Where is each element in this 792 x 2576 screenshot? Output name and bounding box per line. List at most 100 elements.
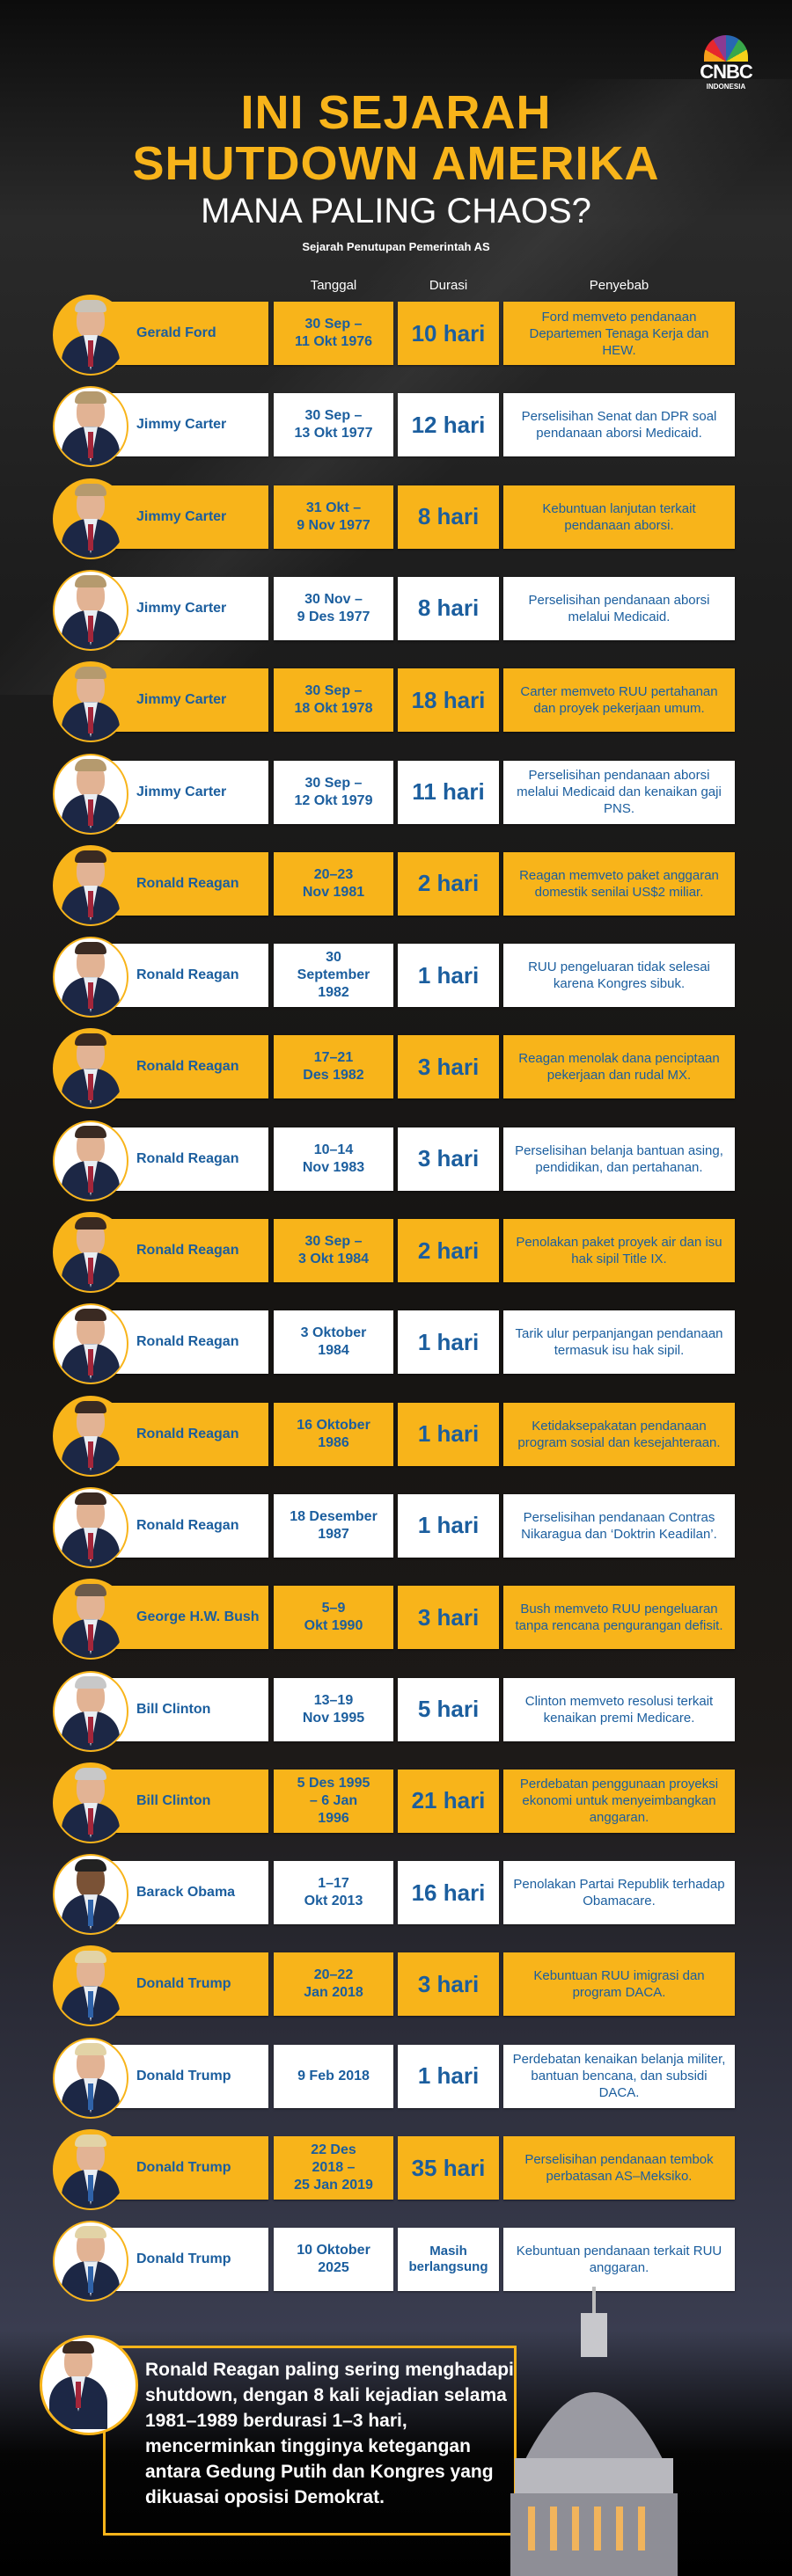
table-row: Bill Clinton 5 Des 1995 – 6 Jan 1996 21 … bbox=[0, 1762, 792, 1843]
summary-box bbox=[103, 2346, 517, 2536]
shutdown-cause: Kebuntuan lanjutan terkait pendanaan abo… bbox=[503, 485, 735, 549]
reagan-portrait bbox=[40, 2335, 138, 2435]
shutdown-cause: Perselisihan pendanaan tembok perbatasan… bbox=[503, 2136, 735, 2200]
logo-sub: INDONESIA bbox=[706, 83, 746, 91]
table-row: Ronald Reagan 18 Desember 1987 1 hari Pe… bbox=[0, 1486, 792, 1568]
column-header-cause: Penyebab bbox=[589, 278, 649, 293]
shutdown-cause: Kebuntuan RUU imigrasi dan program DACA. bbox=[503, 1952, 735, 2017]
table-row: Ronald Reagan 17–21 Des 1982 3 hari Reag… bbox=[0, 1028, 792, 1110]
shutdown-date: 1–17 Okt 2013 bbox=[274, 1861, 393, 1925]
shutdown-duration: 3 hari bbox=[398, 1035, 499, 1099]
shutdown-cause: Kebuntuan pendanaan terkait RUU anggaran… bbox=[503, 2228, 735, 2292]
barack-obama-portrait bbox=[53, 1854, 128, 1936]
peacock-icon bbox=[704, 35, 748, 62]
table-row: Jimmy Carter 30 Sep – 18 Okt 1978 18 har… bbox=[0, 661, 792, 743]
shutdown-duration: 1 hari bbox=[398, 2044, 499, 2108]
shutdown-duration: 1 hari bbox=[398, 1310, 499, 1375]
shutdown-duration: 1 hari bbox=[398, 944, 499, 1008]
shutdown-date: 10–14 Nov 1983 bbox=[274, 1127, 393, 1191]
cnbc-logo: CNBC INDONESIA bbox=[695, 35, 757, 91]
shutdown-date: 30 Sep – 12 Okt 1979 bbox=[274, 760, 393, 824]
shutdown-cause: Tarik ulur perpanjangan pendanaan termas… bbox=[503, 1310, 735, 1375]
table-row: Ronald Reagan 3 Oktober 1984 1 hari Tari… bbox=[0, 1303, 792, 1385]
shutdown-duration: 2 hari bbox=[398, 1219, 499, 1282]
shutdown-cause: Perdebatan kenaikan belanja militer, ban… bbox=[503, 2044, 735, 2108]
shutdown-duration: 16 hari bbox=[398, 1861, 499, 1925]
shutdown-date: 18 Desember 1987 bbox=[274, 1493, 393, 1558]
shutdown-duration: 8 hari bbox=[398, 485, 499, 549]
shutdown-cause: Ford memveto pendanaan Departemen Tenaga… bbox=[503, 302, 735, 365]
table-row: Ronald Reagan 30 September 1982 1 hari R… bbox=[0, 937, 792, 1018]
shutdown-date: 30 Sep – 3 Okt 1984 bbox=[274, 1219, 393, 1282]
table-row: Ronald Reagan 16 Oktober 1986 1 hari Ket… bbox=[0, 1395, 792, 1477]
donald-trump-portrait bbox=[53, 1945, 128, 2027]
ronald-reagan-portrait bbox=[53, 1303, 128, 1385]
shutdown-duration: 11 hari bbox=[398, 760, 499, 824]
table-row: Ronald Reagan 10–14 Nov 1983 3 hari Pers… bbox=[0, 1120, 792, 1201]
shutdown-date: 20–23 Nov 1981 bbox=[274, 851, 393, 916]
shutdown-cause: Perselisihan belanja bantuan asing, pend… bbox=[503, 1127, 735, 1191]
shutdown-cause: Perselisihan pendanaan Contras Nikaragua… bbox=[503, 1493, 735, 1558]
shutdown-date: 3 Oktober 1984 bbox=[274, 1310, 393, 1375]
shutdown-duration: 1 hari bbox=[398, 1493, 499, 1558]
shutdown-duration: 8 hari bbox=[398, 576, 499, 640]
jimmy-carter-portrait bbox=[53, 386, 128, 468]
title-line1: INI SEJARAH bbox=[240, 86, 552, 139]
shutdown-cause: Reagan menolak dana penciptaan pekerjaan… bbox=[503, 1035, 735, 1099]
shutdown-cause: Perselisihan pendanaan aborsi melalui Me… bbox=[503, 760, 735, 824]
summary-avatar bbox=[40, 2335, 138, 2435]
bill-clinton-portrait bbox=[53, 1670, 128, 1752]
bill-clinton-portrait bbox=[53, 1762, 128, 1843]
shutdown-date: 30 Sep – 13 Okt 1977 bbox=[274, 393, 393, 457]
shutdown-date: 30 Nov – 9 Des 1977 bbox=[274, 576, 393, 640]
table-row: Ronald Reagan 30 Sep – 3 Okt 1984 2 hari… bbox=[0, 1212, 792, 1293]
jimmy-carter-portrait bbox=[53, 753, 128, 835]
shutdown-cause: Ketidaksepakatan pendanaan program sosia… bbox=[503, 1402, 735, 1466]
subtitle: Sejarah Penutupan Pemerintah AS bbox=[302, 240, 490, 253]
ronald-reagan-portrait bbox=[53, 844, 128, 926]
shutdown-duration: 1 hari bbox=[398, 1402, 499, 1466]
donald-trump-portrait bbox=[53, 2037, 128, 2119]
shutdown-duration: 21 hari bbox=[398, 1769, 499, 1833]
ronald-reagan-portrait bbox=[53, 1486, 128, 1568]
logo-text: CNBC bbox=[700, 61, 753, 83]
shutdown-cause: Perselisihan pendanaan aborsi melalui Me… bbox=[503, 576, 735, 640]
table-row: Gerald Ford 30 Sep – 11 Okt 1976 10 hari… bbox=[0, 295, 792, 376]
gerald-ford-portrait bbox=[53, 295, 128, 376]
jimmy-carter-portrait bbox=[53, 661, 128, 743]
column-header-duration: Durasi bbox=[429, 278, 468, 293]
shutdown-date: 31 Okt – 9 Nov 1977 bbox=[274, 485, 393, 549]
shutdown-date: 30 Sep – 18 Okt 1978 bbox=[274, 668, 393, 733]
capitol-illustration bbox=[510, 2287, 678, 2576]
donald-trump-portrait bbox=[53, 2221, 128, 2302]
shutdown-date: 22 Des 2018 – 25 Jan 2019 bbox=[274, 2136, 393, 2200]
shutdown-cause: Penolakan paket proyek air dan isu hak s… bbox=[503, 1219, 735, 1282]
table-row: Barack Obama 1–17 Okt 2013 16 hari Penol… bbox=[0, 1854, 792, 1936]
shutdown-cause: Bush memveto RUU pengeluaran tanpa renca… bbox=[503, 1586, 735, 1650]
jimmy-carter-portrait bbox=[53, 478, 128, 559]
shutdown-duration: 3 hari bbox=[398, 1586, 499, 1650]
ronald-reagan-portrait bbox=[53, 1028, 128, 1110]
table-row: Donald Trump 10 Oktober 2025 Masih berla… bbox=[0, 2221, 792, 2302]
shutdown-date: 30 September 1982 bbox=[274, 944, 393, 1008]
shutdown-cause: Penolakan Partai Republik terhadap Obama… bbox=[503, 1861, 735, 1925]
ronald-reagan-portrait bbox=[53, 1120, 128, 1201]
shutdown-duration: 10 hari bbox=[398, 302, 499, 365]
table-row: Jimmy Carter 31 Okt – 9 Nov 1977 8 hari … bbox=[0, 478, 792, 559]
shutdown-duration: 3 hari bbox=[398, 1952, 499, 2017]
table-row: Donald Trump 22 Des 2018 – 25 Jan 2019 3… bbox=[0, 2129, 792, 2210]
shutdown-cause: Perselisihan Senat dan DPR soal pendanaa… bbox=[503, 393, 735, 457]
shutdown-date: 9 Feb 2018 bbox=[274, 2044, 393, 2108]
shutdown-date: 5–9 Okt 1990 bbox=[274, 1586, 393, 1650]
ronald-reagan-portrait bbox=[53, 937, 128, 1018]
table-row: Ronald Reagan 20–23 Nov 1981 2 hari Reag… bbox=[0, 844, 792, 926]
shutdown-date: 20–22 Jan 2018 bbox=[274, 1952, 393, 2017]
title-line3: MANA PALING CHAOS? bbox=[201, 192, 591, 230]
shutdown-duration: 12 hari bbox=[398, 393, 499, 457]
shutdown-duration: 2 hari bbox=[398, 851, 499, 916]
shutdown-duration: 35 hari bbox=[398, 2136, 499, 2200]
table-row: Donald Trump 20–22 Jan 2018 3 hari Kebun… bbox=[0, 1945, 792, 2027]
table-row: Jimmy Carter 30 Sep – 12 Okt 1979 11 har… bbox=[0, 753, 792, 835]
table-row: Jimmy Carter 30 Sep – 13 Okt 1977 12 har… bbox=[0, 386, 792, 468]
ronald-reagan-portrait bbox=[53, 1212, 128, 1293]
